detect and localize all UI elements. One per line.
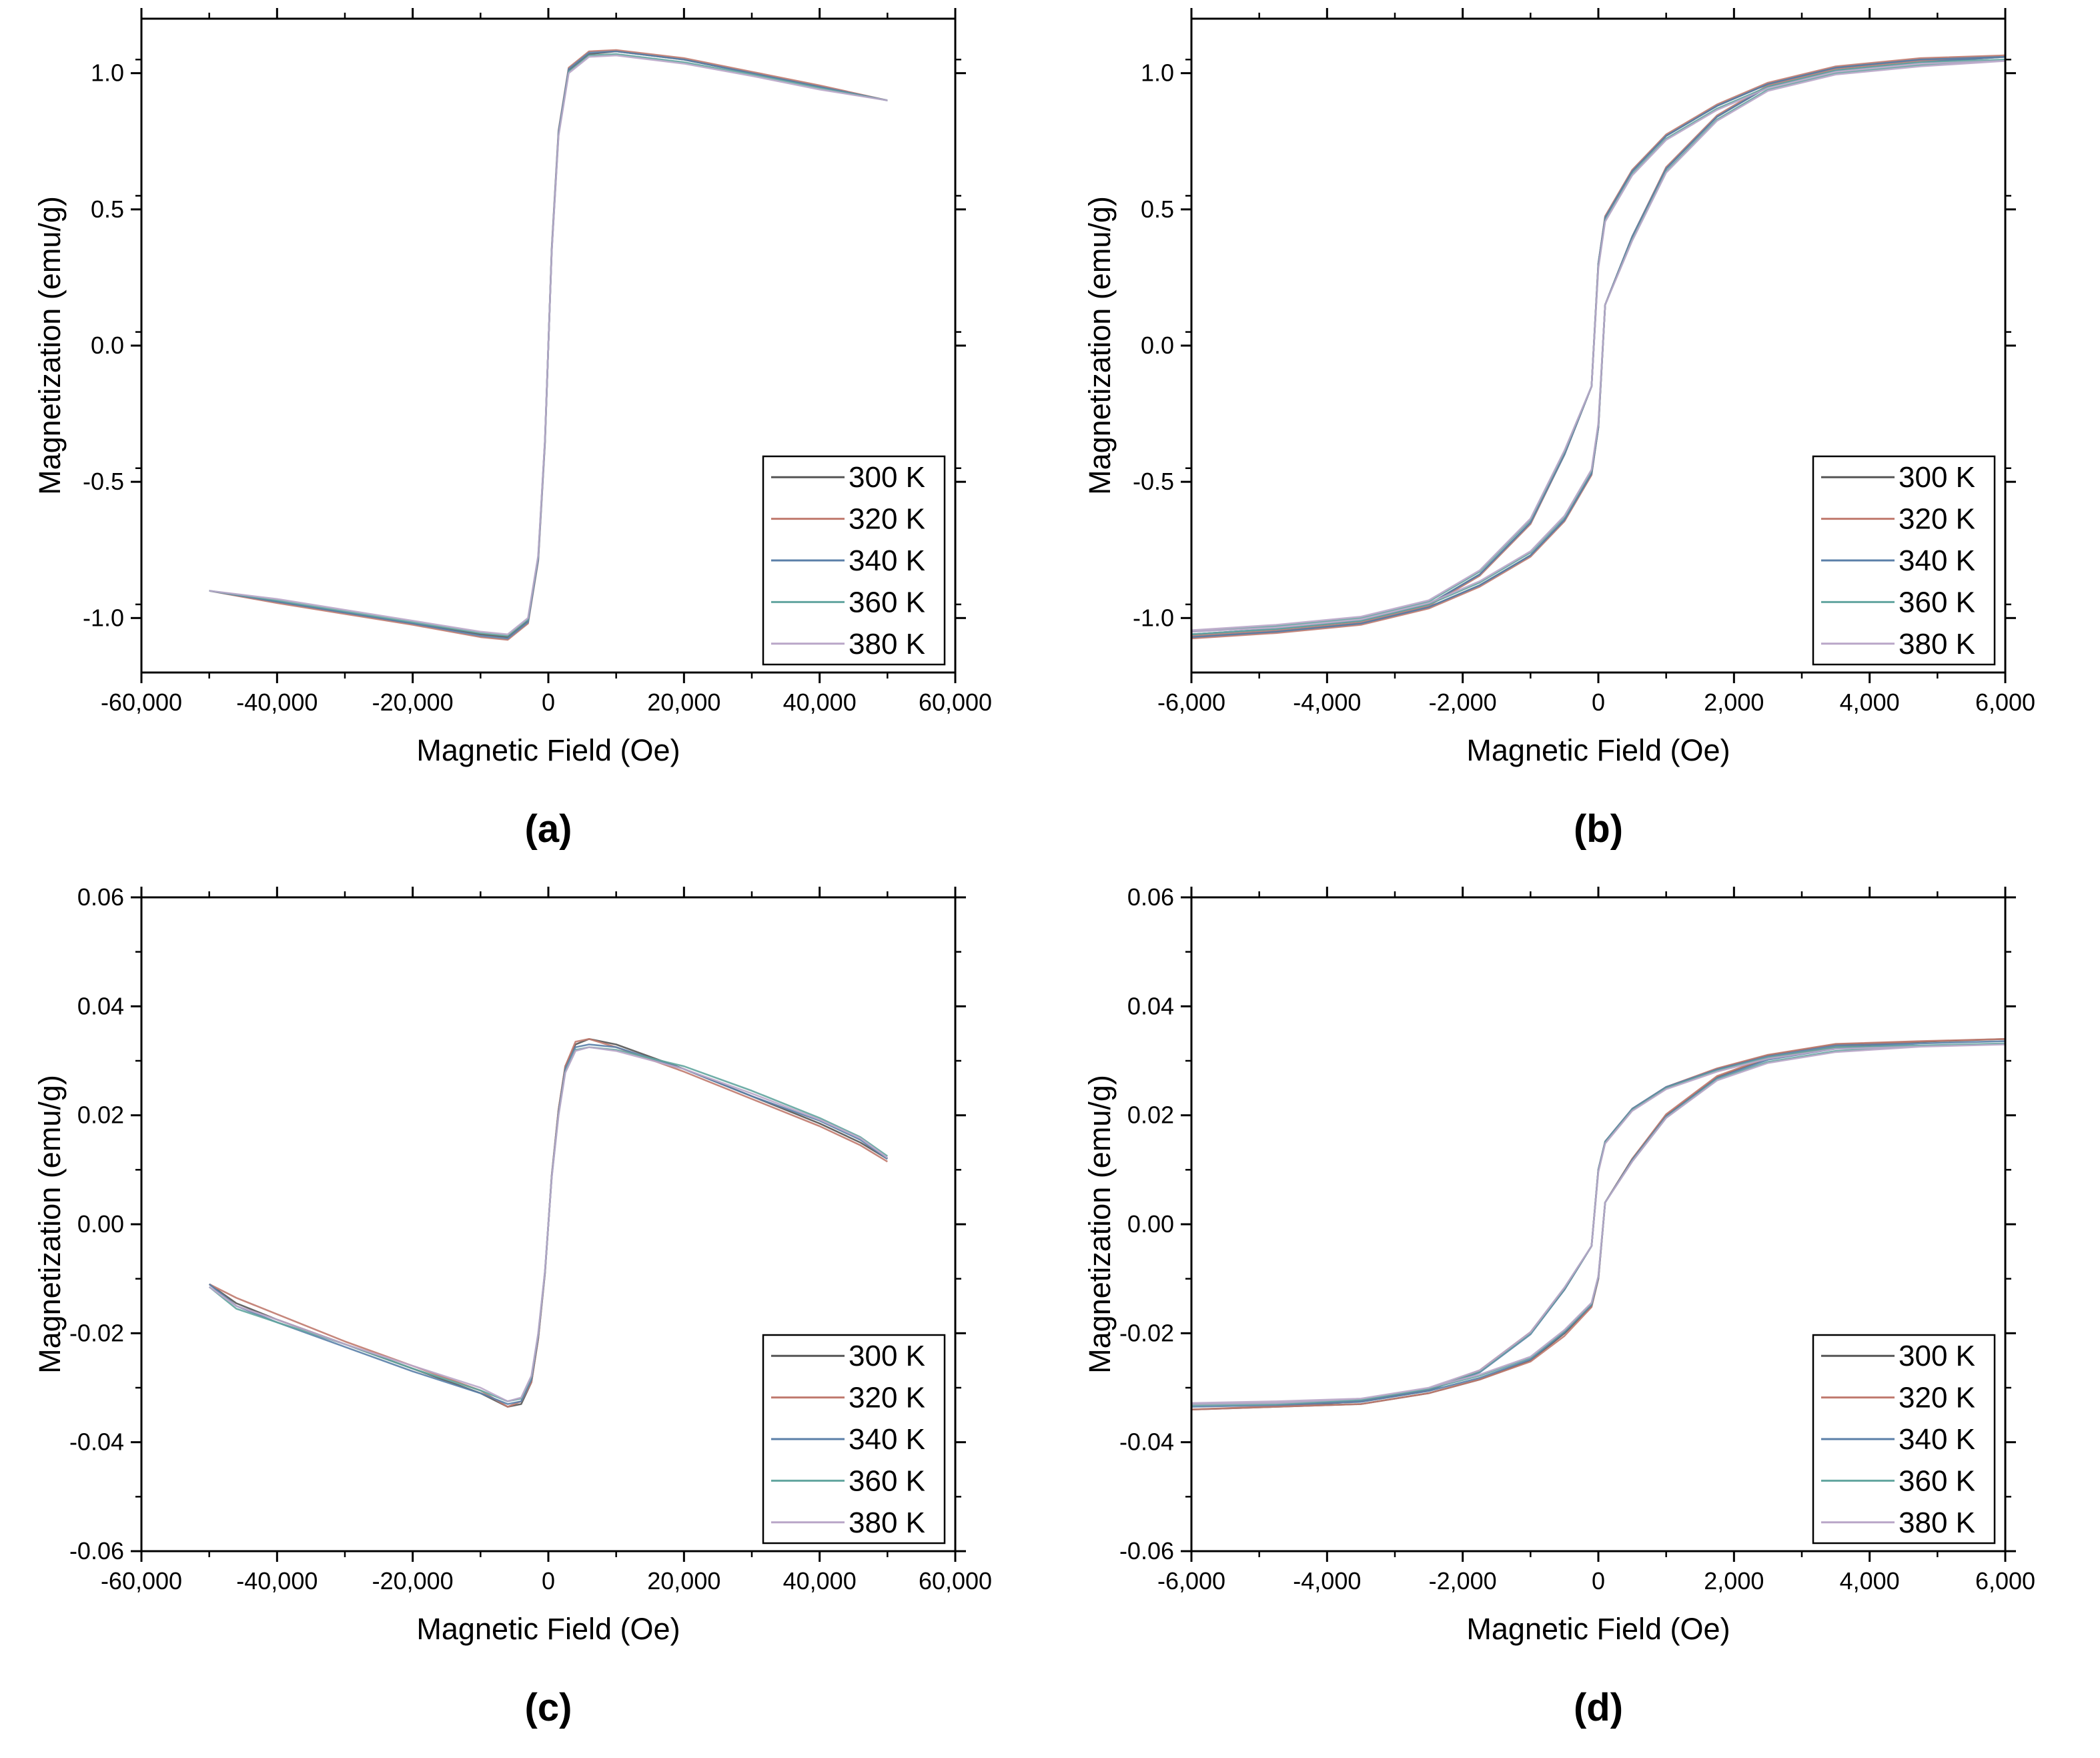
legend-label: 360 K [1899,586,1975,618]
legend-label: 360 K [1899,1464,1975,1497]
x-tick-label: 2,000 [1704,689,1764,716]
x-tick-label: 4,000 [1840,689,1900,716]
legend-label: 320 K [1899,503,1975,536]
y-axis-title: Magnetization (emu/g) [33,1075,67,1374]
x-tick-label: -60,000 [101,689,182,716]
legend-label: 340 K [1899,1423,1975,1456]
panel-label: (b) [1574,807,1623,851]
x-tick-label: -6,000 [1157,689,1225,716]
panel-b: -6,000 -4,000 -2,000 0 2,000 4,000 6,000 -1.0 -0… [1050,0,2100,879]
y-tick-label: -0.06 [69,1537,124,1565]
y-tick-label: 0.00 [77,1210,124,1238]
y-tick-label: 0.0 [1141,332,1174,359]
y-tick-label: -0.02 [69,1319,124,1346]
x-tick-label: -4,000 [1293,1567,1361,1595]
chart-b: -6,000 -4,000 -2,000 0 2,000 4,000 6,000 -1.0 -0… [1083,8,2035,851]
y-tick-label: -1.0 [83,604,124,631]
x-axis-title: Magnetic Field (Oe) [416,1612,680,1646]
chart-d: -6,000 -4,000 -2,000 0 2,000 4,000 6,000 -0.06 -… [1083,883,2035,1729]
panel-label: (a) [525,807,572,851]
chart-c: -60,000 -40,000 -20,000 0 20,000 40,000 60,000… [33,883,992,1729]
legend-label: 300 K [849,461,925,494]
legend: 300 K 320 K 340 K 360 K 380 K [762,455,946,666]
x-tick-label: 4,000 [1840,1567,1900,1595]
y-tick-label: 0.06 [77,883,124,911]
legend: 300 K 320 K 340 K 360 K 380 K [1812,1334,1996,1545]
y-tick-label: 0.02 [77,1102,124,1129]
x-axis-title: Magnetic Field (Oe) [1466,733,1730,767]
series-line-380k [209,54,888,636]
legend-label: 300 K [1899,1340,1975,1372]
panel-label: (d) [1574,1686,1623,1729]
y-tick-label: -0.04 [69,1428,124,1456]
y-tick-label: 0.04 [1127,992,1174,1019]
x-tick-label: 20,000 [647,1567,720,1595]
y-tick-label: -0.04 [1119,1428,1174,1456]
legend-label: 380 K [1899,628,1975,661]
x-tick-label: 20,000 [647,689,720,716]
panel-a: -60,000 -40,000 -20,000 0 20,000 40,000 60,000… [0,0,1050,879]
legend-label: 300 K [1899,461,1975,494]
y-tick-label: -1.0 [1133,604,1174,631]
x-tick-label: 0 [1592,1567,1605,1595]
y-tick-label: -0.5 [1133,468,1174,495]
series-line-380k [208,1046,889,1402]
y-axis-title: Magnetization (emu/g) [1083,196,1117,495]
x-tick-label: 0 [542,689,555,716]
x-tick-label: 6,000 [1975,1567,2035,1595]
legend: 300 K 320 K 340 K 360 K 380 K [1812,455,1996,666]
y-tick-label: 0.5 [91,195,124,223]
y-tick-label: 0.02 [1127,1102,1174,1129]
legend-label: 360 K [849,586,925,618]
x-tick-label: -2,000 [1429,1567,1497,1595]
x-tick-label: -60,000 [101,1567,182,1595]
x-tick-label: 40,000 [783,689,857,716]
x-tick-label: -20,000 [372,1567,454,1595]
legend-label: 380 K [849,1506,925,1539]
legend-label: 320 K [849,503,925,536]
y-tick-label: 0.0 [91,332,124,359]
y-tick-label: 0.5 [1141,195,1174,223]
legend-label: 380 K [1899,1506,1975,1539]
y-tick-label: 0.00 [1127,1210,1174,1238]
x-tick-label: -40,000 [236,689,318,716]
legend-label: 340 K [849,544,925,577]
y-tick-label: -0.5 [83,468,124,495]
legend-label: 380 K [849,628,925,661]
y-tick-label: -0.06 [1119,1537,1174,1565]
y-tick-label: -0.02 [1119,1319,1174,1346]
x-axis-title: Magnetic Field (Oe) [1466,1612,1730,1646]
y-axis-title: Magnetization (emu/g) [1083,1075,1117,1374]
chart-a: -60,000 -40,000 -20,000 0 20,000 40,000 60,000… [33,8,992,851]
x-tick-label: 60,000 [919,689,992,716]
panel-d: -6,000 -4,000 -2,000 0 2,000 4,000 6,000 -0.06 -… [1050,879,2100,1757]
legend-label: 320 K [849,1382,925,1414]
x-tick-label: -4,000 [1293,689,1361,716]
y-tick-label: 1.0 [1141,59,1174,87]
x-tick-label: -6,000 [1157,1567,1225,1595]
legend-label: 340 K [1899,544,1975,577]
x-tick-label: 0 [542,1567,555,1595]
legend-label: 320 K [1899,1382,1975,1414]
x-tick-label: 2,000 [1704,1567,1764,1595]
legend: 300 K 320 K 340 K 360 K 380 K [762,1334,946,1545]
y-tick-label: 0.06 [1127,883,1174,911]
x-tick-label: 0 [1592,689,1605,716]
x-axis-title: Magnetic Field (Oe) [416,733,680,767]
legend-label: 300 K [849,1340,925,1372]
legend-label: 340 K [849,1423,925,1456]
x-tick-label: -2,000 [1429,689,1497,716]
y-tick-label: 0.04 [77,992,124,1019]
x-tick-label: 40,000 [783,1567,857,1595]
legend-label: 360 K [849,1464,925,1497]
y-tick-label: 1.0 [91,59,124,87]
panel-label: (c) [525,1686,572,1729]
x-tick-label: -20,000 [372,689,454,716]
x-tick-label: 60,000 [919,1567,992,1595]
panel-c: -60,000 -40,000 -20,000 0 20,000 40,000 60,000… [0,879,1050,1757]
x-tick-label: -40,000 [236,1567,318,1595]
y-axis-title: Magnetization (emu/g) [33,196,67,495]
x-tick-label: 6,000 [1975,689,2035,716]
